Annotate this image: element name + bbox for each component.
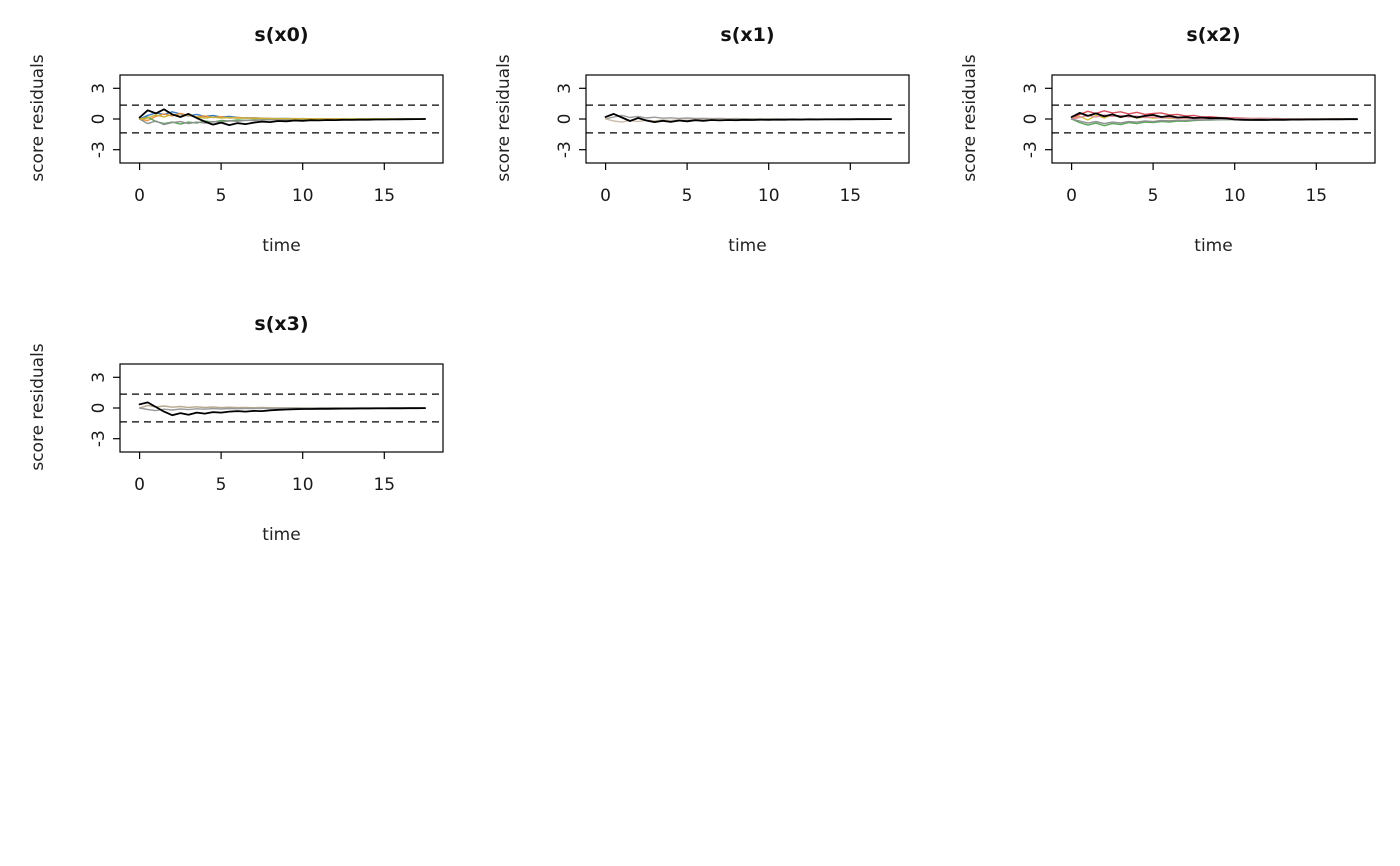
plot-area-sx2: -3 0 3 0 5 10 15 [1021, 74, 1376, 206]
x-tick-label: 15 [373, 475, 395, 495]
x-axis-label: time [1194, 236, 1233, 256]
x-tick-label: 5 [216, 186, 227, 206]
panel-sx0: s(x0) score residuals time -3 0 3 0 5 10 15 [0, 0, 466, 289]
y-tick-label: 3 [1021, 83, 1041, 94]
x-tick-label: 5 [682, 186, 693, 206]
x-tick-label: 10 [292, 475, 314, 495]
y-tick-label: -3 [1021, 141, 1041, 158]
y-tick-label: 3 [555, 83, 575, 94]
y-tick-label: 3 [89, 83, 109, 94]
y-tick-label: 0 [1021, 114, 1041, 125]
y-tick-label: 0 [555, 114, 575, 125]
y-tick-label: -3 [89, 430, 109, 447]
chart-title: s(x3) [254, 313, 309, 335]
x-tick-label: 10 [758, 186, 780, 206]
y-tick-label: 0 [89, 114, 109, 125]
x-axis-label: time [262, 525, 301, 545]
x-axis-label: time [262, 236, 301, 256]
x-tick-label: 0 [600, 186, 611, 206]
x-tick-label: 10 [292, 186, 314, 206]
y-tick-label: 0 [89, 403, 109, 414]
series-observed [1070, 112, 1359, 121]
x-tick-label: 15 [839, 186, 861, 206]
y-tick-label: -3 [555, 141, 575, 158]
x-tick-label: 0 [134, 186, 145, 206]
panel-sx3: s(x3) score residuals time -3 0 3 0 5 10 15 [0, 289, 466, 578]
plot-area-sx1: -3 0 3 0 5 10 15 [555, 74, 910, 206]
x-tick-label: 15 [373, 186, 395, 206]
x-tick-label: 0 [1066, 186, 1077, 206]
x-tick-label: 5 [1148, 186, 1159, 206]
x-tick-label: 15 [1305, 186, 1327, 206]
y-tick-label: 3 [89, 372, 109, 383]
series-observed [138, 401, 427, 417]
chart-title: s(x2) [1186, 24, 1241, 46]
panel-sx2: s(x2) score residuals time -3 0 3 0 5 10 15 [932, 0, 1398, 289]
x-tick-label: 10 [1224, 186, 1246, 206]
y-tick-label: -3 [89, 141, 109, 158]
series-observed [604, 113, 893, 123]
series-observed [138, 108, 427, 126]
x-tick-label: 0 [134, 475, 145, 495]
chart-title: s(x1) [720, 24, 775, 46]
x-axis-label: time [728, 236, 767, 256]
plot-area-sx3: -3 0 3 0 5 10 15 [89, 363, 444, 495]
plot-area-sx0: -3 0 3 0 5 10 15 [89, 74, 444, 206]
chart-title: s(x0) [254, 24, 309, 46]
x-tick-label: 5 [216, 475, 227, 495]
panel-sx1: s(x1) score residuals time -3 0 3 0 5 10 15 [466, 0, 932, 289]
